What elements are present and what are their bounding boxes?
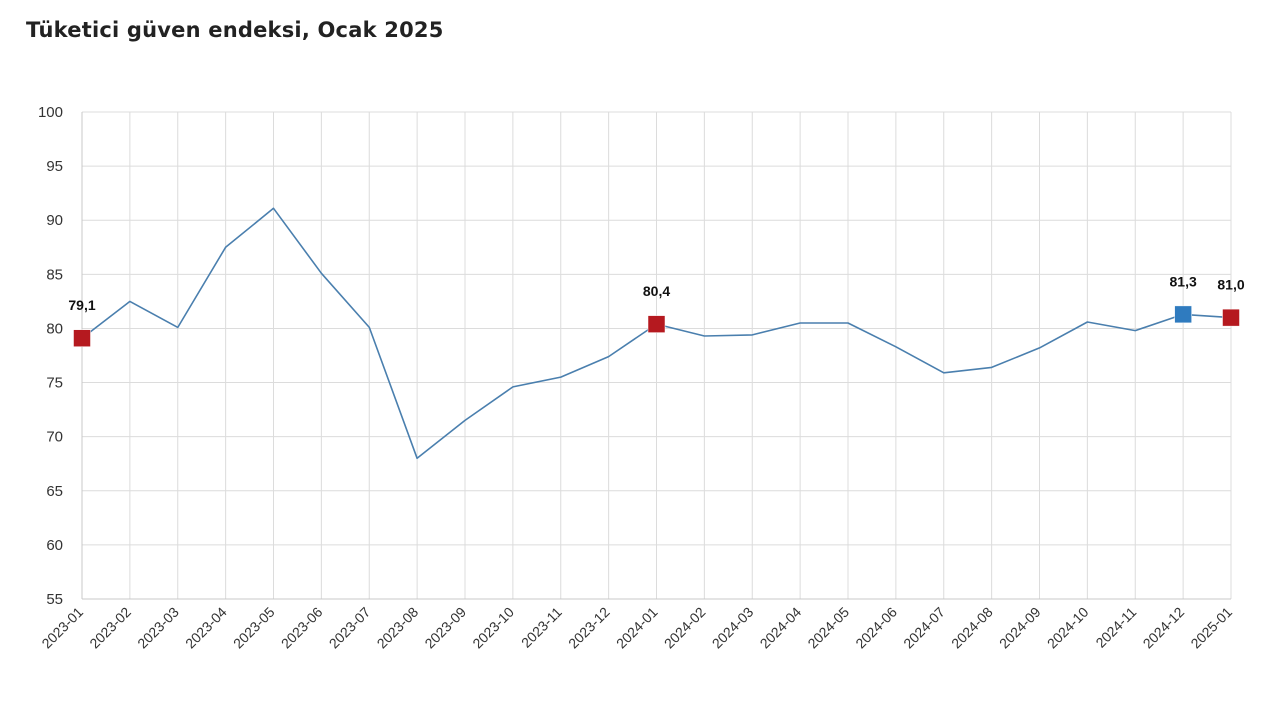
x-tick-label: 2023-03 <box>134 604 182 652</box>
x-tick-label: 2024-04 <box>757 604 805 652</box>
x-tick-label: 2024-03 <box>709 604 757 652</box>
x-tick-label: 2024-05 <box>804 604 852 652</box>
x-tick-label: 2024-10 <box>1044 604 1092 652</box>
x-tick-label: 2023-02 <box>86 604 134 652</box>
y-tick-label: 60 <box>46 537 63 554</box>
x-tick-label: 2023-10 <box>469 604 517 652</box>
highlight-marker <box>1174 305 1192 324</box>
data-label: 81,3 <box>1170 273 1197 289</box>
y-tick-label: 65 <box>46 483 63 500</box>
x-tick-label: 2024-08 <box>948 604 996 652</box>
x-tick-label: 2024-06 <box>852 604 900 652</box>
chart-title: Tüketici güven endeksi, Ocak 2025 <box>26 18 444 42</box>
y-tick-label: 70 <box>46 429 63 446</box>
x-tick-label: 2023-08 <box>374 604 422 652</box>
highlight-marker <box>73 329 91 347</box>
data-label: 80,4 <box>643 283 670 299</box>
x-tick-label: 2023-04 <box>182 604 230 652</box>
x-tick-label: 2023-01 <box>38 604 86 652</box>
x-tick-label: 2024-09 <box>996 604 1044 652</box>
x-tick-label: 2023-11 <box>518 604 565 651</box>
highlight-marker <box>647 315 666 333</box>
x-tick-label: 2024-01 <box>613 604 661 652</box>
y-tick-label: 80 <box>46 320 63 337</box>
x-tick-label: 2025-01 <box>1187 604 1235 652</box>
data-label: 81,0 <box>1217 277 1244 293</box>
x-tick-label: 2024-12 <box>1140 604 1188 652</box>
x-tick-label: 2024-11 <box>1092 604 1139 651</box>
x-tick-label: 2023-07 <box>326 604 374 652</box>
x-tick-label: 2023-06 <box>278 604 326 652</box>
x-tick-label: 2024-07 <box>900 604 948 652</box>
y-tick-label: 75 <box>46 375 63 392</box>
y-tick-label: 100 <box>38 104 63 121</box>
highlight-marker <box>1222 308 1240 327</box>
x-tick-label: 2023-12 <box>565 604 613 652</box>
y-tick-label: 90 <box>46 212 63 229</box>
x-tick-label: 2024-02 <box>661 604 709 652</box>
data-label: 79,1 <box>68 297 95 313</box>
x-tick-label: 2023-09 <box>421 604 469 652</box>
y-tick-label: 85 <box>46 266 63 283</box>
x-tick-label: 2023-05 <box>230 604 278 652</box>
y-tick-label: 55 <box>46 591 63 608</box>
y-tick-label: 95 <box>46 158 63 175</box>
